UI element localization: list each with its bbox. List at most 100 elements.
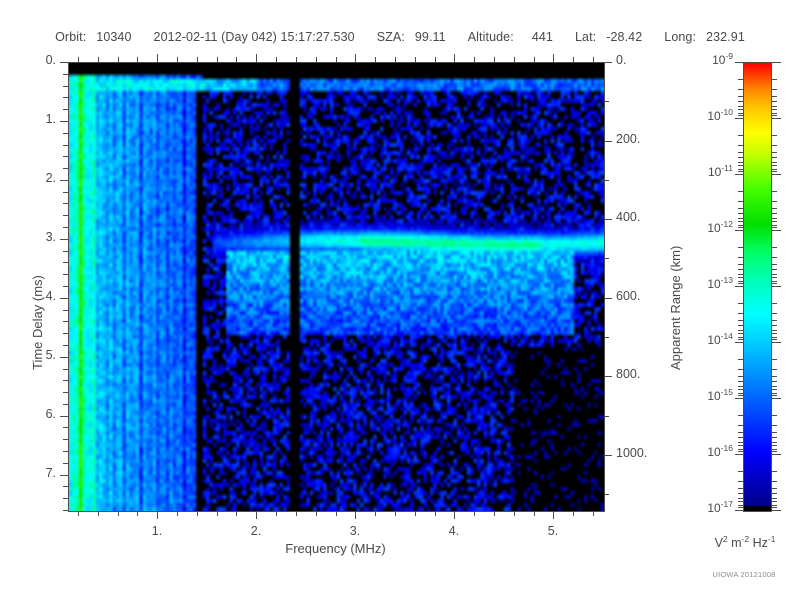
colorbar-minor-tick [738,481,743,482]
y-axis-minor-tick [63,227,68,228]
y-axis-minor-tick [63,133,68,134]
sza-label: SZA: [376,30,405,44]
y-axis-minor-tick [63,463,68,464]
y-axis-minor-tick [63,392,68,393]
x-axis-top-minor-tick [593,57,594,62]
y-axis-minor-tick [63,251,68,252]
colorbar-tick-label: 10-13 [707,275,733,291]
y2-axis-major-tick [604,298,612,299]
colorbar-minor-tick [772,449,777,450]
y-axis-minor-tick [63,451,68,452]
colorbar-minor-tick [772,115,777,116]
y-axis-tick-label: 5. [45,348,56,362]
colorbar-minor-tick [738,221,743,222]
y-axis-minor-tick [63,109,68,110]
colorbar-minor-tick [772,493,777,494]
y2-axis-major-tick [604,219,612,220]
colorbar-minor-tick [738,171,743,172]
colorbar-minor-tick [772,432,777,433]
y-axis-minor-tick [63,145,68,146]
colorbar-minor-tick [738,152,743,153]
colorbar-minor-tick [772,257,777,258]
colorbar-minor-tick [738,106,743,107]
colorbar-minor-tick [738,281,743,282]
y2-axis-tick-label: 800. [616,367,641,381]
colorbar-minor-tick [738,96,743,97]
colorbar-minor-tick [772,106,777,107]
colorbar-minor-tick [772,333,777,334]
x-axis-major-tick [553,511,554,519]
y-axis-major-tick [60,475,68,476]
colorbar-minor-tick [772,264,777,265]
y-axis-minor-tick [63,404,68,405]
x-axis-top-minor-tick [236,57,237,62]
colorbar-major-tick [735,342,743,343]
colorbar-minor-tick [738,451,743,452]
colorbar [743,62,772,512]
colorbar-major-tick [772,510,781,511]
colorbar-tick-label: 10-11 [707,163,733,179]
x-axis-top-minor-tick [137,57,138,62]
colorbar-minor-tick [772,393,777,394]
colorbar-minor-tick [772,208,777,209]
colorbar-minor-tick [772,201,777,202]
y-axis-major-tick [60,239,68,240]
colorbar-minor-tick [738,471,743,472]
longitude-value: 232.91 [706,30,745,44]
colorbar-minor-tick [772,283,777,284]
y-axis-tick-label: 4. [45,289,56,303]
x-axis-top-minor-tick [296,57,297,62]
colorbar-minor-tick [772,369,777,370]
colorbar-major-tick [772,454,781,455]
x-axis-top-minor-tick [276,57,277,62]
colorbar-minor-tick [738,213,743,214]
y-axis-minor-tick [63,215,68,216]
y-axis-minor-tick [63,286,68,287]
altitude-label: Altitude: [467,30,514,44]
y-axis-minor-tick [63,439,68,440]
y2-axis-tick-label: 400. [616,210,641,224]
colorbar-major-tick [735,454,743,455]
orbit-value: 10340 [96,30,132,44]
colorbar-minor-tick [772,79,777,80]
colorbar-minor-tick [738,277,743,278]
x-axis-top-minor-tick [534,57,535,62]
y-axis-major-tick [60,62,68,63]
colorbar-minor-tick [772,145,777,146]
x-axis-tick-label: 2. [250,524,262,538]
colorbar-tick-label: 10-14 [707,331,733,347]
colorbar-minor-tick [772,386,777,387]
x-axis-top-minor-tick [435,57,436,62]
y2-axis-major-tick [604,376,612,377]
colorbar-minor-tick [738,381,743,382]
latitude-value: -28.42 [606,30,643,44]
sza-value: 99.11 [414,30,446,44]
y-axis-minor-tick [63,321,68,322]
y2-axis-tick-label: 1000. [616,446,648,460]
x-axis-top-minor-tick [494,57,495,62]
colorbar-tick-label: 10-10 [707,107,733,123]
y2-axis-major-tick [604,62,612,63]
colorbar-minor-tick [738,425,743,426]
y-axis-tick-label: 2. [45,171,56,185]
colorbar-minor-tick [772,425,777,426]
colorbar-minor-tick [738,165,743,166]
x-axis-top-major-tick [454,54,455,62]
colorbar-minor-tick [738,325,743,326]
x-axis-minor-tick [593,511,594,516]
x-axis-minor-tick [197,511,198,516]
colorbar-major-tick [772,118,781,119]
y-axis-tick-label: 6. [45,407,56,421]
colorbar-minor-tick [738,303,743,304]
x-axis-top-minor-tick [217,57,218,62]
y-axis-minor-tick [63,510,68,511]
colorbar-minor-tick [772,109,777,110]
x-axis-minor-tick [336,511,337,516]
x-axis-top-minor-tick [316,57,317,62]
colorbar-minor-tick [772,247,777,248]
x-axis-top-minor-tick [197,57,198,62]
y2-axis-minor-tick [604,101,609,102]
y-axis-minor-tick [63,203,68,204]
colorbar-major-tick [772,398,781,399]
colorbar-major-tick [735,118,743,119]
